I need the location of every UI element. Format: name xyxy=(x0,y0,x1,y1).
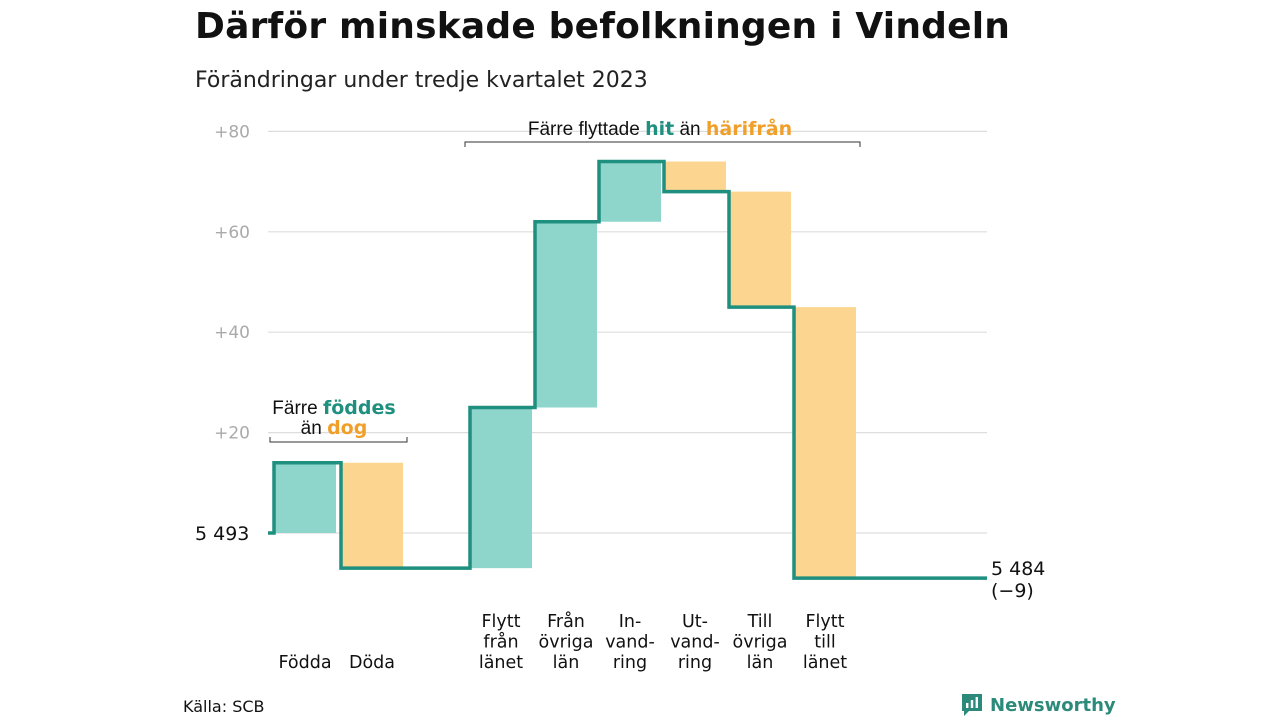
y-tick-label: +20 xyxy=(214,424,250,444)
category-label: Flytt xyxy=(481,612,520,632)
bar xyxy=(729,191,791,308)
category-label: In- xyxy=(619,612,642,632)
annotation-plain-span: än xyxy=(674,119,706,140)
category-label: ring xyxy=(613,653,647,673)
waterfall-step-line xyxy=(268,159,987,580)
bar xyxy=(341,462,403,569)
y-tick-label: +80 xyxy=(214,122,250,142)
bar xyxy=(535,221,597,408)
end-value-label: (−9) xyxy=(991,580,1034,602)
category-label: Till xyxy=(747,612,773,632)
category-label: Från xyxy=(547,611,585,632)
annotation-orange-span: härifrån xyxy=(706,116,792,140)
annotation-text: Färre flyttade hit än härifrån xyxy=(528,116,792,140)
category-label: Flytt xyxy=(805,612,844,632)
logo-text: Newsworthy xyxy=(990,694,1116,716)
annotation-bracket xyxy=(464,141,861,147)
category-label: län xyxy=(553,653,580,673)
newsworthy-logo-icon xyxy=(962,694,982,716)
start-value-label: 5 493 xyxy=(195,523,249,545)
annotation-plain-span: Färre flyttade xyxy=(528,119,645,140)
chart-subtitle: Förändringar under tredje kvartalet 2023 xyxy=(195,68,648,93)
end-value-label: 5 484 xyxy=(991,558,1045,580)
bar xyxy=(664,161,726,192)
category-label: ring xyxy=(678,653,712,673)
y-tick-label: +40 xyxy=(214,323,250,343)
source-note: Källa: SCB xyxy=(183,697,265,716)
category-label: Ut- xyxy=(682,612,708,632)
annotation-teal-span: hit xyxy=(645,118,674,140)
category-label: länet xyxy=(479,653,523,673)
category-label: länet xyxy=(803,653,847,673)
bar xyxy=(470,407,532,569)
annotation-text: Färre föddes xyxy=(272,397,395,419)
bar xyxy=(274,462,336,533)
annotation-orange-span: dog xyxy=(327,417,367,439)
annotation-text: än dog xyxy=(301,417,368,439)
annotation-bracket xyxy=(269,437,408,443)
newsworthy-logo: Newsworthy xyxy=(960,692,1116,718)
category-label: övriga xyxy=(539,633,594,653)
category-label: Döda xyxy=(349,653,395,673)
category-label: till xyxy=(814,633,835,653)
annotation-plain-span: än xyxy=(301,418,327,439)
category-label: län xyxy=(747,653,774,673)
chart-title: Därför minskade befolkningen i Vindeln xyxy=(195,6,1011,47)
category-label: vand- xyxy=(670,633,720,653)
category-label: från xyxy=(483,632,518,653)
bar xyxy=(794,307,856,579)
y-tick-label: +60 xyxy=(214,223,250,243)
category-label: Födda xyxy=(278,653,331,673)
annotation-plain-span: Färre xyxy=(272,398,323,419)
category-label: vand- xyxy=(605,633,655,653)
category-label: övriga xyxy=(733,633,788,653)
annotation-teal-span: föddes xyxy=(323,397,396,419)
bar xyxy=(599,161,661,222)
